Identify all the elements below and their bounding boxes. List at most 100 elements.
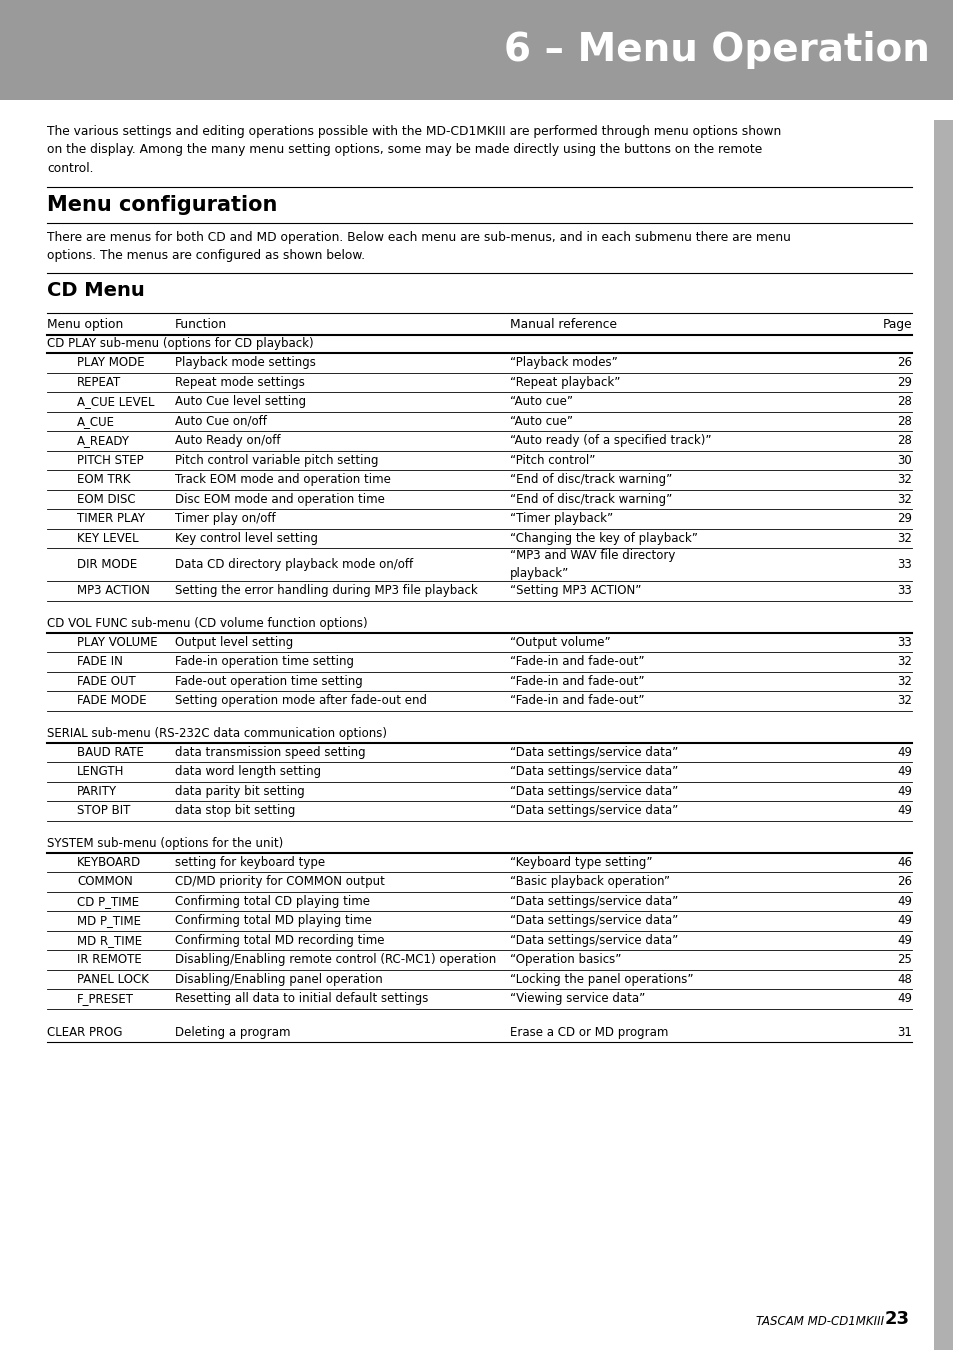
Text: A_READY: A_READY xyxy=(77,435,130,447)
Text: Confirming total MD playing time: Confirming total MD playing time xyxy=(174,914,372,927)
Text: 28: 28 xyxy=(896,414,911,428)
Text: 32: 32 xyxy=(896,474,911,486)
Text: Disabling/Enabling panel operation: Disabling/Enabling panel operation xyxy=(174,973,382,985)
Text: 33: 33 xyxy=(897,636,911,649)
Text: CD P_TIME: CD P_TIME xyxy=(77,895,139,907)
Text: 31: 31 xyxy=(896,1026,911,1038)
Text: 33: 33 xyxy=(897,558,911,571)
Text: “Fade-in and fade-out”: “Fade-in and fade-out” xyxy=(509,655,643,668)
Text: Output level setting: Output level setting xyxy=(174,636,293,649)
Text: “Keyboard type setting”: “Keyboard type setting” xyxy=(509,856,652,869)
Text: 49: 49 xyxy=(896,765,911,778)
Text: 49: 49 xyxy=(896,745,911,759)
Text: “Data settings/service data”: “Data settings/service data” xyxy=(509,805,678,817)
Text: “Timer playback”: “Timer playback” xyxy=(509,512,612,525)
Text: 49: 49 xyxy=(896,914,911,927)
Text: “Data settings/service data”: “Data settings/service data” xyxy=(509,745,678,759)
Text: CD/MD priority for COMMON output: CD/MD priority for COMMON output xyxy=(174,875,384,888)
Text: KEYBOARD: KEYBOARD xyxy=(77,856,141,869)
Text: FADE MODE: FADE MODE xyxy=(77,694,147,707)
Text: Auto Cue level setting: Auto Cue level setting xyxy=(174,396,306,408)
Text: SYSTEM sub-menu (options for the unit): SYSTEM sub-menu (options for the unit) xyxy=(47,837,283,850)
Text: “Basic playback operation”: “Basic playback operation” xyxy=(509,875,669,888)
Text: “Playback modes”: “Playback modes” xyxy=(509,356,617,370)
Text: A_CUE: A_CUE xyxy=(77,414,115,428)
Text: PLAY VOLUME: PLAY VOLUME xyxy=(77,636,157,649)
Text: “Setting MP3 ACTION”: “Setting MP3 ACTION” xyxy=(509,585,640,597)
Text: 49: 49 xyxy=(896,992,911,1006)
Text: “Data settings/service data”: “Data settings/service data” xyxy=(509,914,678,927)
Text: PARITY: PARITY xyxy=(77,784,117,798)
Text: “Repeat playback”: “Repeat playback” xyxy=(509,375,619,389)
Text: 33: 33 xyxy=(897,585,911,597)
Text: Deleting a program: Deleting a program xyxy=(174,1026,291,1038)
Text: data word length setting: data word length setting xyxy=(174,765,321,778)
Text: 49: 49 xyxy=(896,784,911,798)
Text: Manual reference: Manual reference xyxy=(509,319,617,331)
Text: Resetting all data to initial default settings: Resetting all data to initial default se… xyxy=(174,992,428,1006)
Text: The various settings and editing operations possible with the MD-CD1MKIII are pe: The various settings and editing operati… xyxy=(47,126,781,176)
Text: “Data settings/service data”: “Data settings/service data” xyxy=(509,895,678,907)
Text: Setting operation mode after fade-out end: Setting operation mode after fade-out en… xyxy=(174,694,427,707)
Text: KEY LEVEL: KEY LEVEL xyxy=(77,532,138,545)
Text: IR REMOTE: IR REMOTE xyxy=(77,953,142,967)
Text: “Data settings/service data”: “Data settings/service data” xyxy=(509,934,678,946)
Text: PLAY MODE: PLAY MODE xyxy=(77,356,145,370)
Text: “Operation basics”: “Operation basics” xyxy=(509,953,620,967)
Text: “Viewing service data”: “Viewing service data” xyxy=(509,992,644,1006)
Text: MD P_TIME: MD P_TIME xyxy=(77,914,141,927)
Text: PITCH STEP: PITCH STEP xyxy=(77,454,144,467)
Text: CD PLAY sub-menu (options for CD playback): CD PLAY sub-menu (options for CD playbac… xyxy=(47,338,314,351)
Text: Auto Cue on/off: Auto Cue on/off xyxy=(174,414,267,428)
Text: 49: 49 xyxy=(896,895,911,907)
Text: “Auto cue”: “Auto cue” xyxy=(509,414,572,428)
Text: CD Menu: CD Menu xyxy=(47,281,145,300)
Text: SERIAL sub-menu (RS-232C data communication options): SERIAL sub-menu (RS-232C data communicat… xyxy=(47,728,387,740)
Text: Function: Function xyxy=(174,319,227,331)
Text: “Auto ready (of a specified track)”: “Auto ready (of a specified track)” xyxy=(509,435,711,447)
Text: STOP BIT: STOP BIT xyxy=(77,805,131,817)
Text: 48: 48 xyxy=(896,973,911,985)
Text: “MP3 and WAV file directory
playback”: “MP3 and WAV file directory playback” xyxy=(509,549,675,579)
Text: 30: 30 xyxy=(897,454,911,467)
Text: 32: 32 xyxy=(896,675,911,687)
Text: “End of disc/track warning”: “End of disc/track warning” xyxy=(509,474,671,486)
Text: Confirming total MD recording time: Confirming total MD recording time xyxy=(174,934,384,946)
Text: 6 – Menu Operation: 6 – Menu Operation xyxy=(503,31,929,69)
Text: Confirming total CD playing time: Confirming total CD playing time xyxy=(174,895,370,907)
Text: Track EOM mode and operation time: Track EOM mode and operation time xyxy=(174,474,391,486)
Text: 28: 28 xyxy=(896,396,911,408)
Text: TIMER PLAY: TIMER PLAY xyxy=(77,512,145,525)
Text: 29: 29 xyxy=(896,375,911,389)
Text: PANEL LOCK: PANEL LOCK xyxy=(77,973,149,985)
Text: Data CD directory playback mode on/off: Data CD directory playback mode on/off xyxy=(174,558,413,571)
Text: 32: 32 xyxy=(896,532,911,545)
Text: data transmission speed setting: data transmission speed setting xyxy=(174,745,365,759)
Text: COMMON: COMMON xyxy=(77,875,132,888)
Text: Fade-in operation time setting: Fade-in operation time setting xyxy=(174,655,354,668)
Text: setting for keyboard type: setting for keyboard type xyxy=(174,856,325,869)
Text: “Pitch control”: “Pitch control” xyxy=(509,454,595,467)
Text: There are menus for both CD and MD operation. Below each menu are sub-menus, and: There are menus for both CD and MD opera… xyxy=(47,231,790,262)
Text: 29: 29 xyxy=(896,512,911,525)
Text: 49: 49 xyxy=(896,805,911,817)
Text: 28: 28 xyxy=(896,435,911,447)
Text: “Fade-in and fade-out”: “Fade-in and fade-out” xyxy=(509,675,643,687)
Text: 32: 32 xyxy=(896,694,911,707)
Text: 32: 32 xyxy=(896,493,911,506)
Text: MD R_TIME: MD R_TIME xyxy=(77,934,142,946)
Text: CD VOL FUNC sub-menu (CD volume function options): CD VOL FUNC sub-menu (CD volume function… xyxy=(47,617,367,630)
Text: DIR MODE: DIR MODE xyxy=(77,558,137,571)
Text: “End of disc/track warning”: “End of disc/track warning” xyxy=(509,493,671,506)
Text: “Output volume”: “Output volume” xyxy=(509,636,610,649)
Text: FADE IN: FADE IN xyxy=(77,655,123,668)
Text: data parity bit setting: data parity bit setting xyxy=(174,784,304,798)
Text: REPEAT: REPEAT xyxy=(77,375,121,389)
Text: Pitch control variable pitch setting: Pitch control variable pitch setting xyxy=(174,454,378,467)
Text: “Auto cue”: “Auto cue” xyxy=(509,396,572,408)
Text: “Changing the key of playback”: “Changing the key of playback” xyxy=(509,532,697,545)
Text: A_CUE LEVEL: A_CUE LEVEL xyxy=(77,396,154,408)
Text: Key control level setting: Key control level setting xyxy=(174,532,317,545)
Text: 46: 46 xyxy=(896,856,911,869)
Text: 25: 25 xyxy=(896,953,911,967)
